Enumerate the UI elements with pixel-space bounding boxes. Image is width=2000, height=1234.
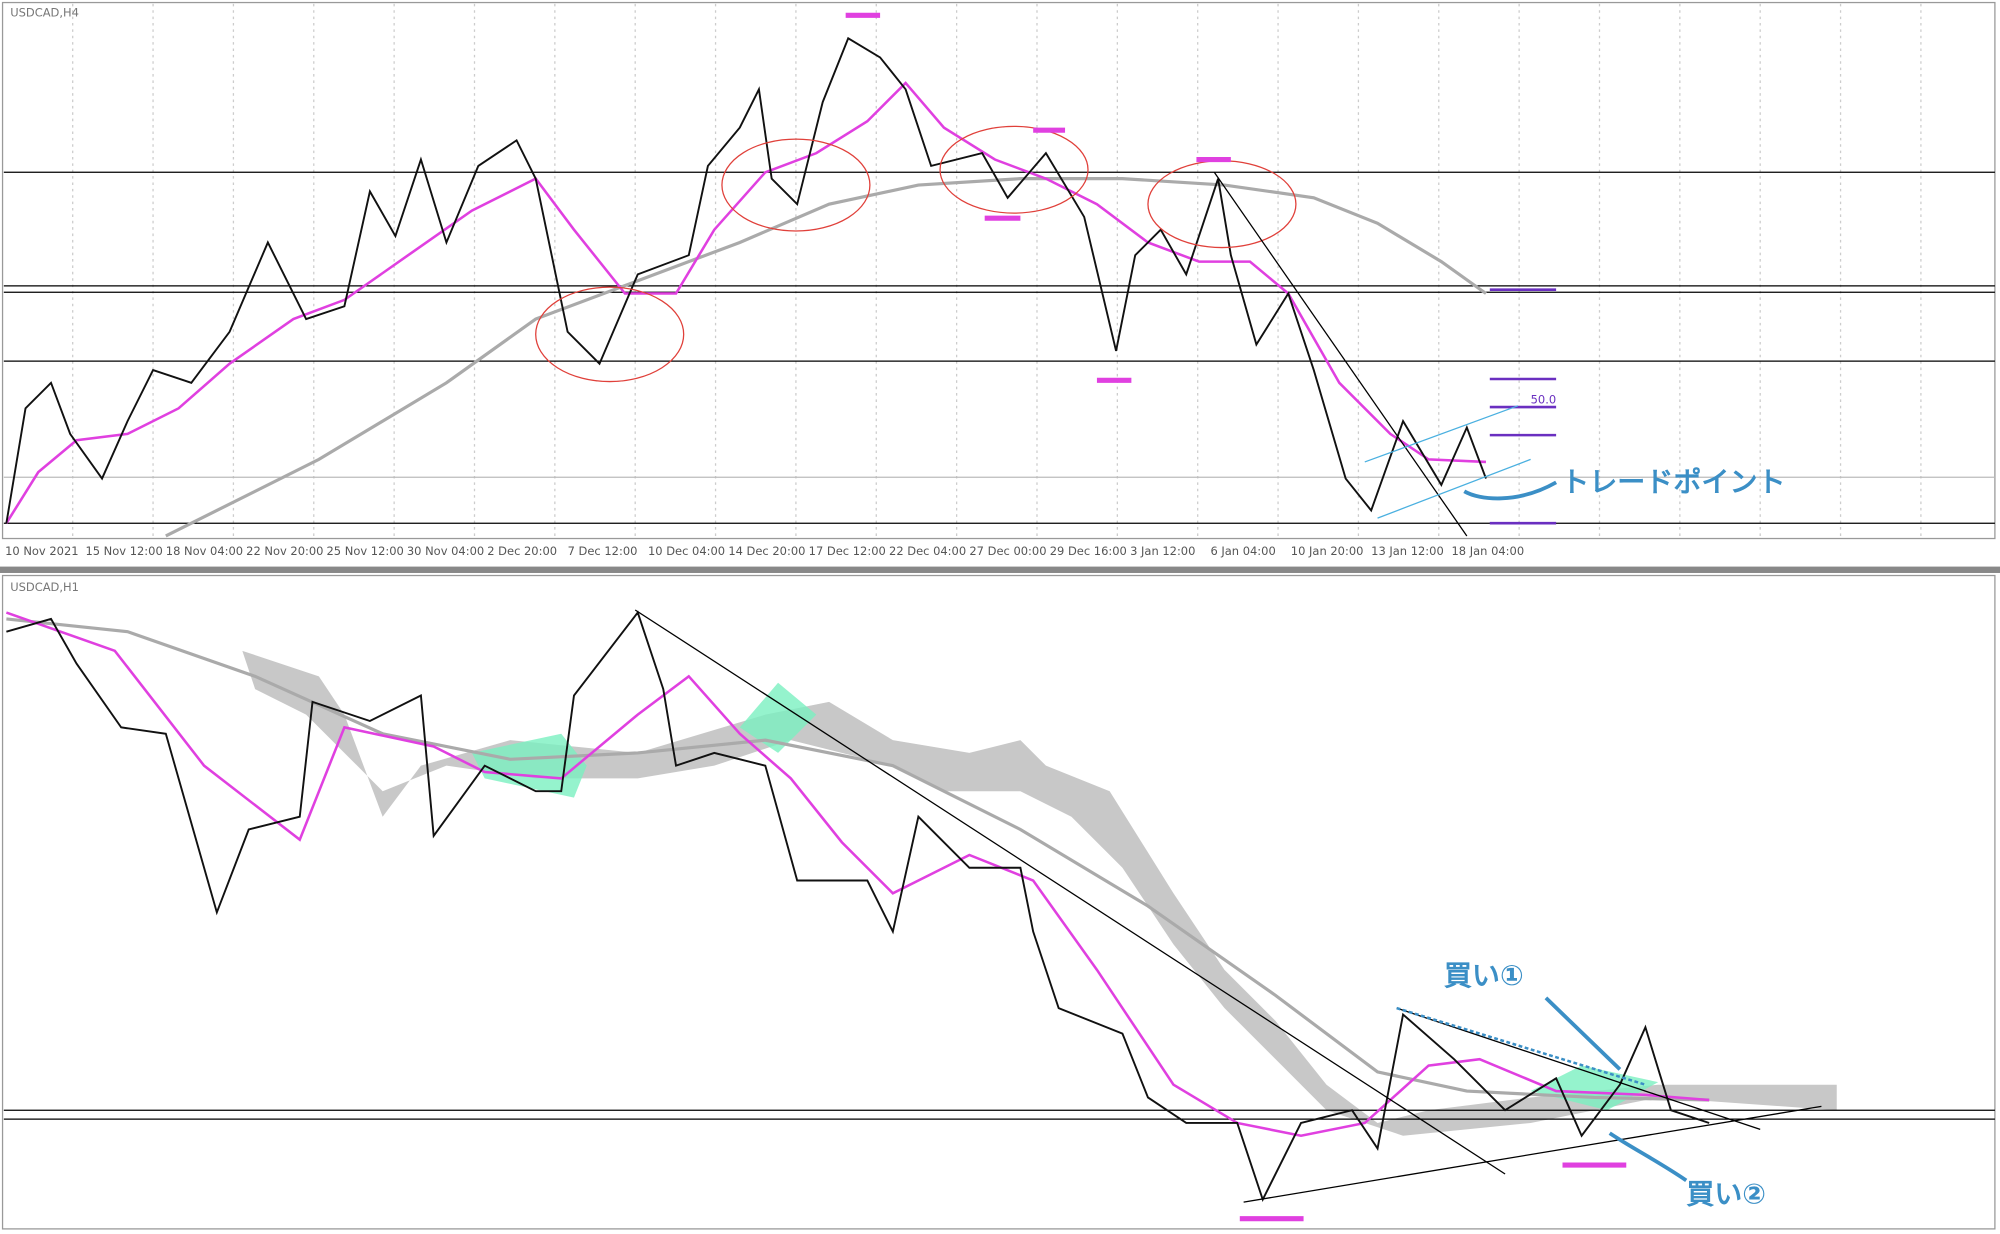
annotation: 買い② [1686,1177,1766,1210]
symbol-label: USDCAD,H4 [10,6,79,20]
annotation-arrow [1463,480,1558,501]
horizontal-levels [3,1109,1995,1120]
x-tick-label: 18 Nov 04:00 [166,544,243,558]
x-tick-label: 27 Dec 00:00 [969,544,1046,558]
cloud-bull [471,733,587,798]
price [5,36,1487,524]
trendline [634,609,1506,1175]
x-tick-label: 10 Nov 2021 [5,544,78,558]
x-tick-label: 10 Dec 04:00 [648,544,725,558]
cloud-bull [739,682,817,753]
x-tick-label: 13 Jan 12:00 [1371,544,1444,558]
price [6,610,1710,1203]
annotation: 買い① [1444,959,1524,992]
annotation: トレードポイント [1561,465,1785,498]
markers [1239,1162,1627,1222]
x-tick-label: 18 Jan 04:00 [1452,544,1525,558]
x-tick-label: 14 Dec 20:00 [728,544,805,558]
fib-label: 50.0 [1531,392,1557,406]
x-tick-label: 7 Dec 12:00 [568,544,638,558]
panel-frame [1,574,1996,1230]
fast-ma [5,611,1710,1138]
slow-ma [165,177,1487,538]
trendline [1213,171,1468,537]
fib-levels [1489,288,1557,525]
symbol-label: USDCAD,H1 [10,580,79,594]
separator [0,566,2000,573]
x-tick-label: 6 Jan 04:00 [1210,544,1275,558]
bottom-panel: USDCAD,H1 買い① 買い② [0,566,2000,1230]
horizontal-levels [3,171,1995,524]
panel-frame [1,1,1996,540]
top-panel: USDCAD,H4 50.0 トレードポイント 10 Nov 2021 15 No… [1,1,1996,558]
x-tick-label: 3 Jan 12:00 [1130,544,1195,558]
annotation-arrow [1544,996,1622,1071]
x-tick-label: 10 Jan 20:00 [1291,544,1364,558]
x-tick-label: 29 Dec 16:00 [1050,544,1127,558]
slow-ma [6,617,1710,1102]
x-axis: 10 Nov 2021 15 Nov 12:00 18 Nov 04:00 22 No… [5,544,1524,558]
x-tick-label: 2 Dec 20:00 [487,544,557,558]
markers [845,12,1231,383]
x-tick-label: 22 Nov 20:00 [246,544,323,558]
channel [1364,405,1531,519]
x-tick-label: 22 Dec 04:00 [889,544,966,558]
x-tick-label: 15 Nov 12:00 [85,544,162,558]
trendline [1396,1006,1646,1086]
annotation-arrow [1608,1131,1688,1182]
cloud [242,650,1837,1136]
trendline [1243,1105,1822,1203]
trendline [1396,1007,1761,1130]
x-tick-label: 30 Nov 04:00 [407,544,484,558]
x-tick-label: 25 Nov 12:00 [327,544,404,558]
fast-ma [5,81,1487,524]
x-tick-label: 17 Dec 12:00 [809,544,886,558]
